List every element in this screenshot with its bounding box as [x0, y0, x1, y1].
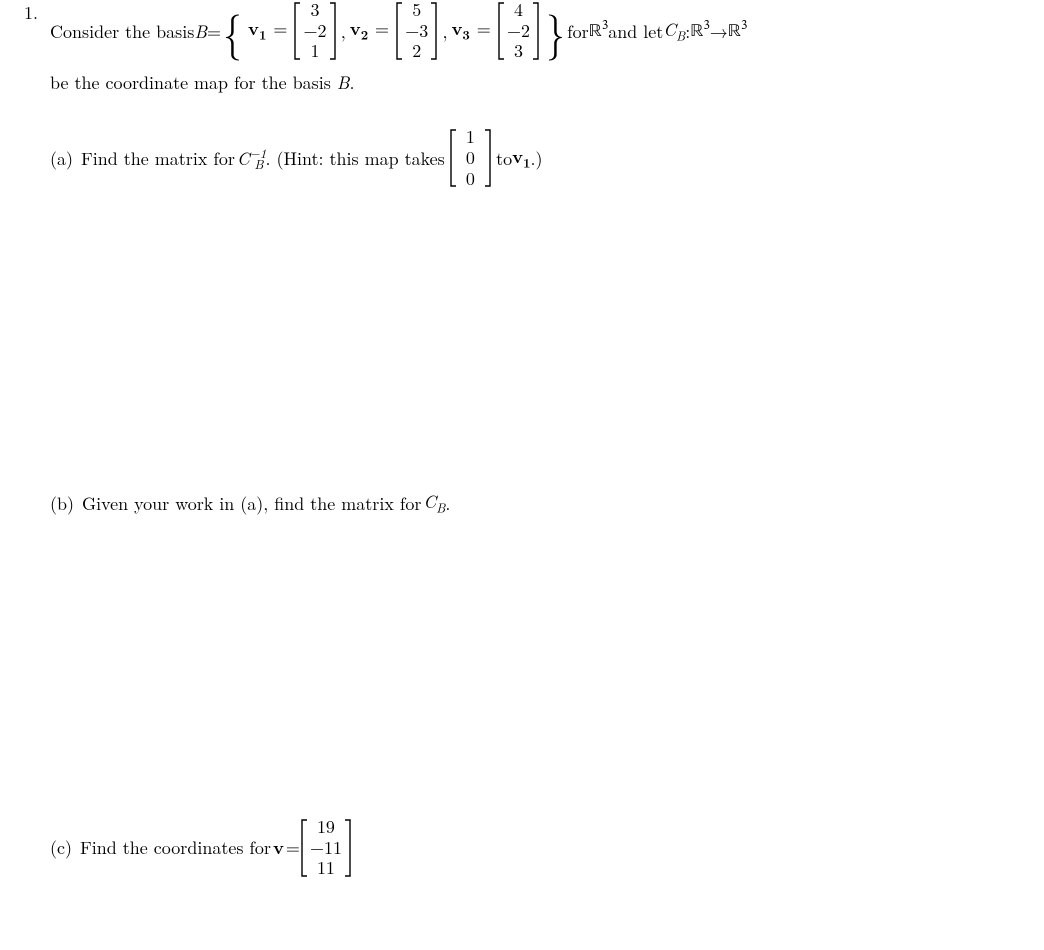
v2-matrix: 5 −3 2	[395, 0, 438, 62]
lbracket-icon	[449, 129, 457, 187]
part-a-text1: Find the matrix for	[81, 146, 235, 171]
R3-to: ℝ3	[728, 19, 748, 44]
equals-v1: =	[273, 16, 293, 41]
lbracket-icon	[497, 2, 505, 60]
basis-name: B	[194, 19, 207, 44]
part-a-label: (a)	[50, 146, 73, 171]
workspace-a	[50, 189, 1020, 489]
part-a-text2: . (Hint: this map takes	[265, 146, 444, 171]
part-c: (c) Find the coordinates for v = 19 −11 …	[50, 817, 1020, 879]
v1-label: v1	[248, 16, 273, 41]
v3-label: v3	[451, 16, 476, 41]
part-b: (b) Given your work in (a), find the mat…	[50, 489, 1020, 517]
rbracket-icon	[430, 2, 438, 60]
and-let-text: and let	[608, 19, 663, 44]
line2-basis: B	[337, 70, 350, 95]
rbracket-icon	[344, 819, 352, 877]
for-text: for	[567, 19, 589, 44]
C-inv: C−1B	[237, 143, 264, 174]
left-brace: {	[223, 8, 241, 54]
v-col: 19 −11 11	[308, 817, 344, 879]
Cmap-b: CB	[423, 489, 445, 517]
equals-vc: =	[286, 835, 300, 860]
part-b-period: .	[445, 491, 450, 516]
v1-matrix: 3 −2 1	[293, 0, 336, 62]
problem-body: Consider the basis B = { v1 = 3 −2	[50, 0, 1020, 879]
part-b-label: (b)	[50, 491, 74, 516]
basis-definition-line: Consider the basis B = { v1 = 3 −2	[50, 0, 747, 62]
lbracket-icon	[395, 2, 403, 60]
v2-block: v2 = 5 −3 2	[350, 0, 439, 62]
rbracket-icon	[329, 2, 337, 60]
lbracket-icon	[300, 819, 308, 877]
comma-1: ,	[341, 19, 346, 44]
intro-text: Consider the basis	[50, 19, 194, 44]
rbracket-icon	[532, 2, 540, 60]
equals-v3: =	[477, 16, 497, 41]
part-a: (a) Find the matrix for C−1B . (Hint: th…	[50, 127, 1020, 189]
v1-block: v1 = 3 −2 1	[248, 0, 337, 62]
page-root: 1. Consider the basis B = { v1 =	[0, 0, 1044, 903]
problem-number: 1.	[24, 0, 50, 25]
e1-matrix: 1 0 0	[449, 127, 492, 189]
Cmap-1: CB	[663, 17, 685, 45]
part-a-text3: to	[496, 146, 512, 171]
part-c-text: Find the coordinates for	[80, 835, 271, 860]
v1-col: 3 −2 1	[301, 0, 328, 62]
v3-block: v3 = 4 −2 3	[451, 0, 540, 62]
R3-from: ℝ3	[690, 19, 710, 44]
problem-1: 1. Consider the basis B = { v1 =	[24, 0, 1020, 879]
e1-col: 1 0 0	[457, 127, 484, 189]
part-a-v1: v1	[512, 144, 530, 172]
R3-domain: ℝ3	[589, 19, 609, 44]
arrow: →	[710, 19, 728, 44]
vec-v-label: v	[273, 835, 284, 860]
v2-label: v2	[350, 16, 375, 41]
v2-2: 2	[403, 41, 430, 62]
v3-col: 4 −2 3	[505, 0, 532, 62]
right-brace: }	[546, 8, 564, 54]
part-c-label: (c)	[50, 835, 72, 860]
rbracket-icon	[484, 129, 492, 187]
part-a-text4: .)	[530, 146, 542, 171]
v1-2: 1	[301, 41, 328, 62]
comma-2: ,	[442, 19, 447, 44]
v3-matrix: 4 −2 3	[497, 0, 540, 62]
line2: be the coordinate map for the basis B.	[50, 70, 1020, 95]
v3-2: 3	[505, 41, 532, 62]
equals-1: =	[207, 19, 221, 44]
lbracket-icon	[293, 2, 301, 60]
v2-col: 5 −3 2	[403, 0, 430, 62]
line2-period: .	[349, 70, 354, 95]
v-matrix: 19 −11 11	[300, 817, 352, 879]
e1-2: 0	[457, 169, 484, 190]
part-b-text: Given your work in (a), find the matrix …	[82, 491, 421, 516]
workspace-b	[50, 517, 1020, 817]
v-2: 11	[308, 858, 344, 879]
equals-v2: =	[375, 16, 395, 41]
line2-text: be the coordinate map for the basis	[50, 70, 337, 95]
